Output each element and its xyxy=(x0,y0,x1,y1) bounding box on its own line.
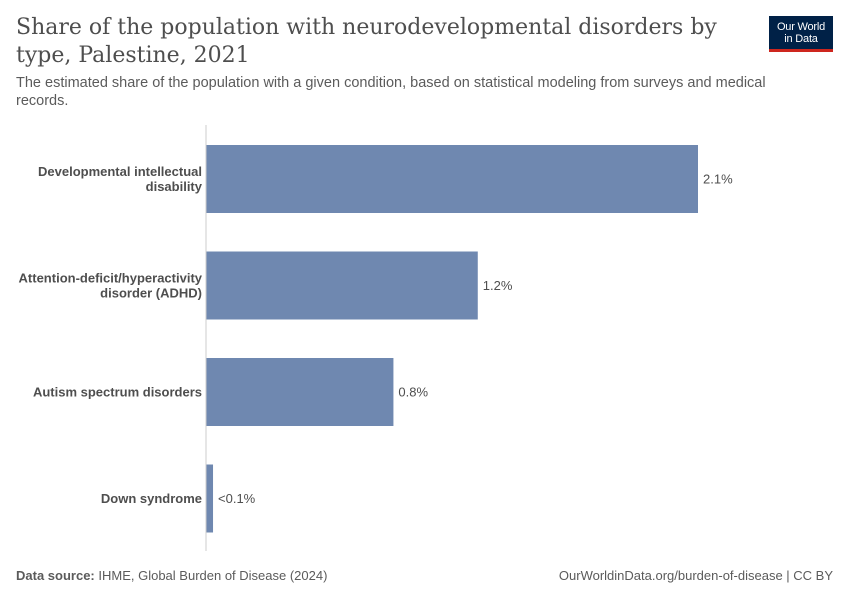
logo-line-2: in Data xyxy=(784,32,818,45)
category-label: Down syndrome xyxy=(101,491,202,506)
logo-line-1: Our World xyxy=(776,20,826,33)
value-label: 0.8% xyxy=(398,385,428,400)
category-label: disability xyxy=(146,179,203,194)
category-label: Autism spectrum disorders xyxy=(33,385,202,400)
bar-chart: 2.1% Developmental intellectualdisability… xyxy=(19,125,733,551)
chart-subtitle: The estimated share of the population wi… xyxy=(16,75,766,109)
data-source: Data source: IHME, Global Burden of Dise… xyxy=(16,568,327,583)
value-label: 2.1% xyxy=(703,172,733,187)
bar xyxy=(206,145,698,213)
data-source-label: Data source: xyxy=(16,568,95,583)
chart-title: Share of the population with neurodevelo… xyxy=(16,15,717,68)
bar xyxy=(206,464,214,533)
category-label: Attention-deficit/hyperactivity xyxy=(19,271,203,286)
value-label: <0.1% xyxy=(218,491,256,506)
bar xyxy=(206,358,394,426)
bar xyxy=(206,251,478,320)
value-label: 1.2% xyxy=(483,278,513,293)
owid-logo[interactable]: Our World in Data xyxy=(769,16,833,52)
footer-link[interactable]: OurWorldinData.org/burden-of-disease | C… xyxy=(558,568,833,583)
category-label: disorder (ADHD) xyxy=(100,286,202,301)
data-source-text: IHME, Global Burden of Disease (2024) xyxy=(98,568,328,583)
category-label: Developmental intellectual xyxy=(38,164,202,179)
